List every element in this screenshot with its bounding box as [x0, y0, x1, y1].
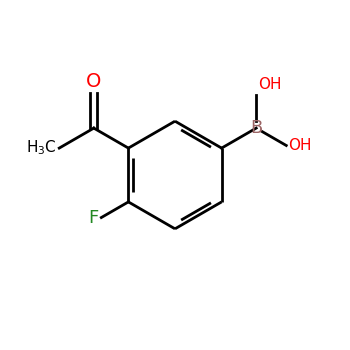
- Text: OH: OH: [258, 77, 281, 92]
- Text: OH: OH: [288, 138, 312, 153]
- Text: F: F: [88, 209, 99, 226]
- Text: O: O: [86, 72, 101, 91]
- Text: H$_3$C: H$_3$C: [26, 139, 56, 158]
- Text: B: B: [250, 119, 262, 137]
